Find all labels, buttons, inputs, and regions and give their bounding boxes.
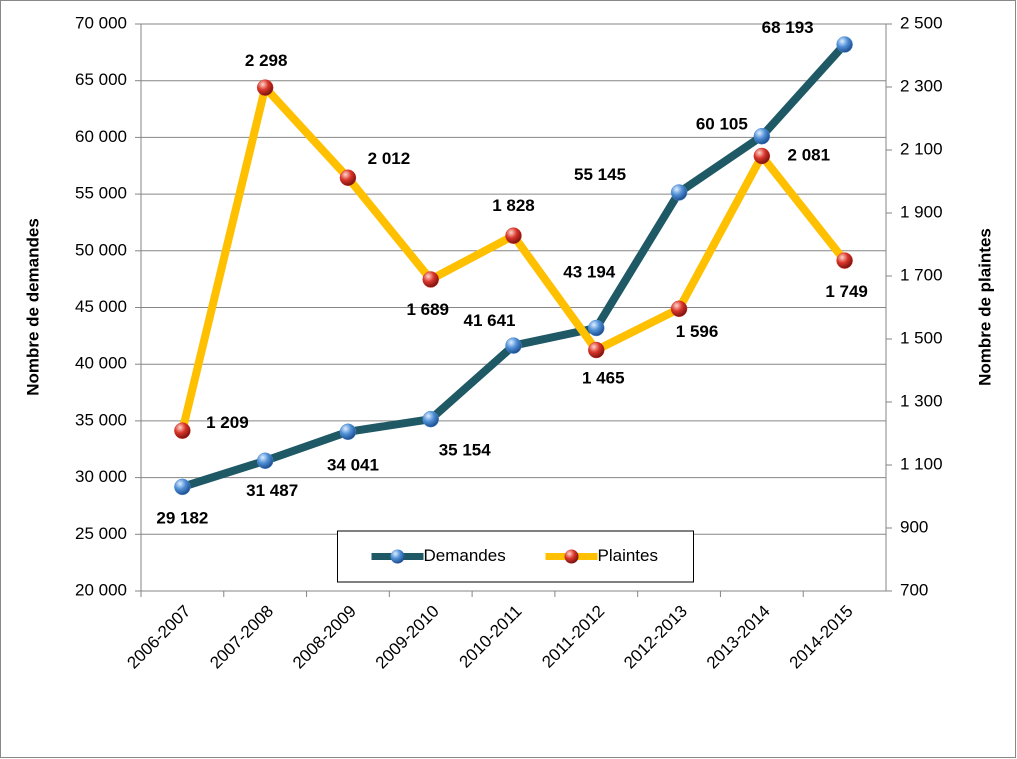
y2-axis-title: Nombre de plaintes	[975, 228, 994, 386]
y-tick-label: 30 000	[75, 467, 127, 486]
data-label: 2 081	[788, 145, 831, 164]
data-label: 1 828	[492, 196, 535, 215]
data-label: 35 154	[439, 441, 492, 460]
y2-tick-label: 1 300	[900, 391, 943, 410]
marker	[753, 147, 771, 165]
y-axis-title: Nombre de demandes	[23, 218, 42, 396]
y-tick-label: 20 000	[75, 580, 127, 599]
y-tick-label: 65 000	[75, 70, 127, 89]
data-label: 60 105	[696, 115, 748, 134]
marker	[339, 423, 357, 441]
data-label: 1 749	[825, 282, 868, 301]
marker	[256, 79, 274, 96]
marker	[422, 410, 439, 428]
data-label: 2 298	[245, 51, 288, 70]
marker	[670, 300, 688, 318]
data-label: 31 487	[246, 481, 298, 500]
y2-tick-label: 1 500	[900, 328, 943, 347]
y-tick-label: 70 000	[75, 13, 127, 32]
data-label: 29 182	[156, 508, 208, 527]
data-label: 34 041	[327, 455, 379, 474]
y2-tick-label: 900	[900, 517, 928, 536]
data-label: 68 193	[762, 18, 814, 37]
y-tick-label: 60 000	[75, 127, 127, 146]
y-tick-label: 25 000	[75, 524, 127, 543]
marker	[422, 271, 439, 288]
marker	[588, 341, 605, 359]
legend-marker	[564, 549, 579, 564]
y-tick-label: 45 000	[75, 297, 127, 316]
y2-tick-label: 1 900	[900, 202, 943, 221]
y2-tick-label: 1 700	[900, 265, 943, 284]
data-label: 1 209	[206, 413, 249, 432]
legend-label: Demandes	[424, 546, 506, 565]
marker	[256, 452, 274, 469]
y2-tick-label: 2 300	[900, 76, 943, 95]
data-label: 43 194	[563, 262, 616, 281]
y2-tick-label: 700	[900, 580, 928, 599]
data-label: 1 689	[406, 300, 449, 319]
data-label: 2 012	[368, 149, 411, 168]
marker	[505, 227, 522, 244]
plot-area	[140, 23, 887, 592]
data-label: 1 596	[676, 322, 719, 341]
marker	[753, 127, 771, 145]
data-label: 41 641	[464, 311, 516, 330]
marker	[174, 422, 191, 439]
marker	[836, 36, 853, 53]
marker	[588, 319, 605, 337]
marker	[339, 169, 357, 186]
legend-marker	[390, 549, 405, 564]
y2-tick-label: 2 500	[900, 13, 943, 32]
legend-label: Plaintes	[598, 546, 658, 565]
marker	[836, 252, 853, 269]
y2-tick-label: 2 100	[900, 139, 943, 158]
y-tick-label: 55 000	[75, 184, 127, 203]
marker	[670, 184, 688, 201]
data-label: 1 465	[582, 369, 625, 388]
y-tick-label: 40 000	[75, 354, 127, 373]
y-tick-label: 35 000	[75, 410, 127, 429]
marker	[174, 478, 191, 496]
marker	[505, 337, 522, 354]
y-tick-label: 50 000	[75, 240, 127, 259]
y2-tick-label: 1 100	[900, 454, 943, 473]
data-label: 55 145	[574, 165, 626, 184]
